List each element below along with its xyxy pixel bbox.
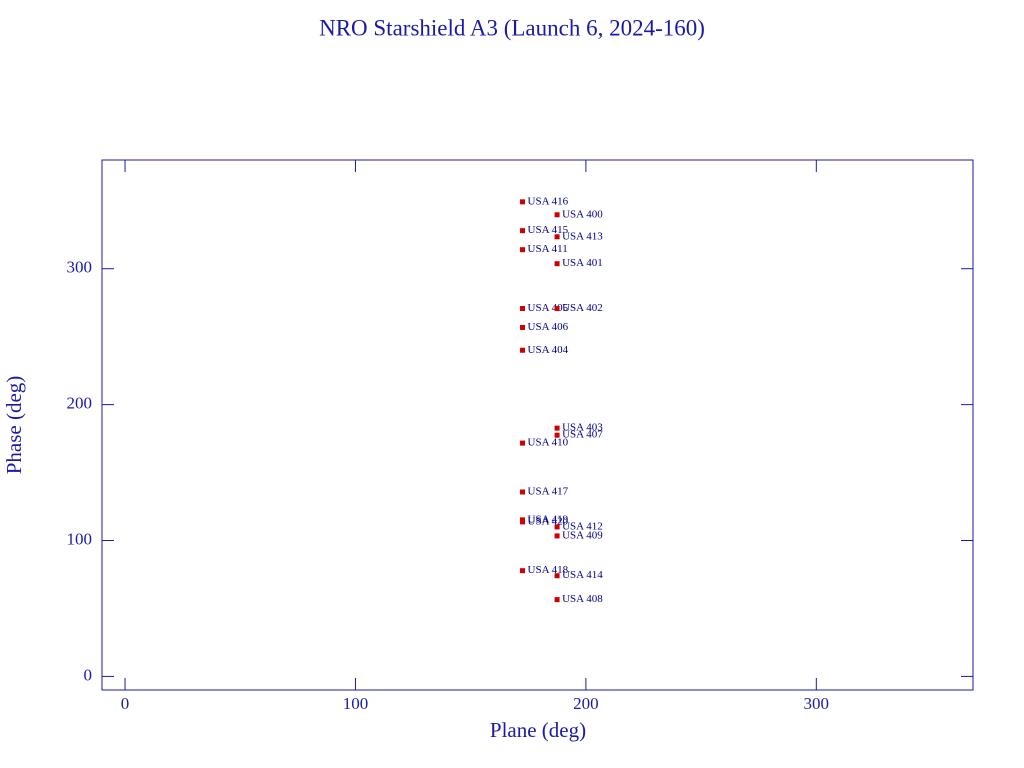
point [520,199,526,205]
point-label: USA 403 [562,422,603,434]
y-tick-label: 0 [84,665,93,684]
x-tick-label: 300 [804,694,830,713]
point [554,234,560,240]
point [520,228,526,234]
point-label: USA 401 [562,257,603,269]
point-label: USA 405 [528,302,569,314]
point [520,247,526,253]
point-label: USA 404 [528,344,569,356]
point [520,347,526,353]
point [554,261,560,267]
point [554,533,560,539]
point [554,432,560,438]
point-label: USA 416 [528,195,569,207]
point [554,425,560,431]
point-label: USA 400 [562,208,603,220]
point-label: USA 415 [528,224,569,236]
point-label: USA 406 [528,321,569,333]
point [554,597,560,603]
x-tick-label: 100 [343,694,369,713]
chart-title: NRO Starshield A3 (Launch 6, 2024-160) [319,15,705,40]
y-tick-label: 100 [67,529,93,548]
point [520,568,526,574]
x-tick-label: 0 [121,694,130,713]
point [520,306,526,312]
point-label: USA 402 [562,302,603,314]
point-label: USA 407 [562,429,603,441]
point [554,524,560,530]
x-tick-label: 200 [573,694,599,713]
y-axis-label: Phase (deg) [2,376,26,475]
point [554,212,560,218]
point [520,489,526,495]
point [520,324,526,330]
point-label: USA 411 [528,243,568,255]
point-label: USA 413 [562,230,603,242]
point [554,573,560,579]
point-label: USA 412 [562,520,603,532]
point [520,440,526,446]
y-tick-label: 300 [67,258,93,277]
point-label: USA 410 [528,437,569,449]
y-tick-label: 200 [67,394,93,413]
x-axis-label: Plane (deg) [490,718,586,742]
point-label: USA 409 [562,529,603,541]
point [554,306,560,312]
point-label: USA 414 [562,569,603,581]
point-label: USA 408 [562,593,603,605]
plot-frame [101,159,974,691]
point [520,519,526,525]
point-label: USA 419 [528,513,569,525]
point-label: USA 417 [528,486,569,498]
